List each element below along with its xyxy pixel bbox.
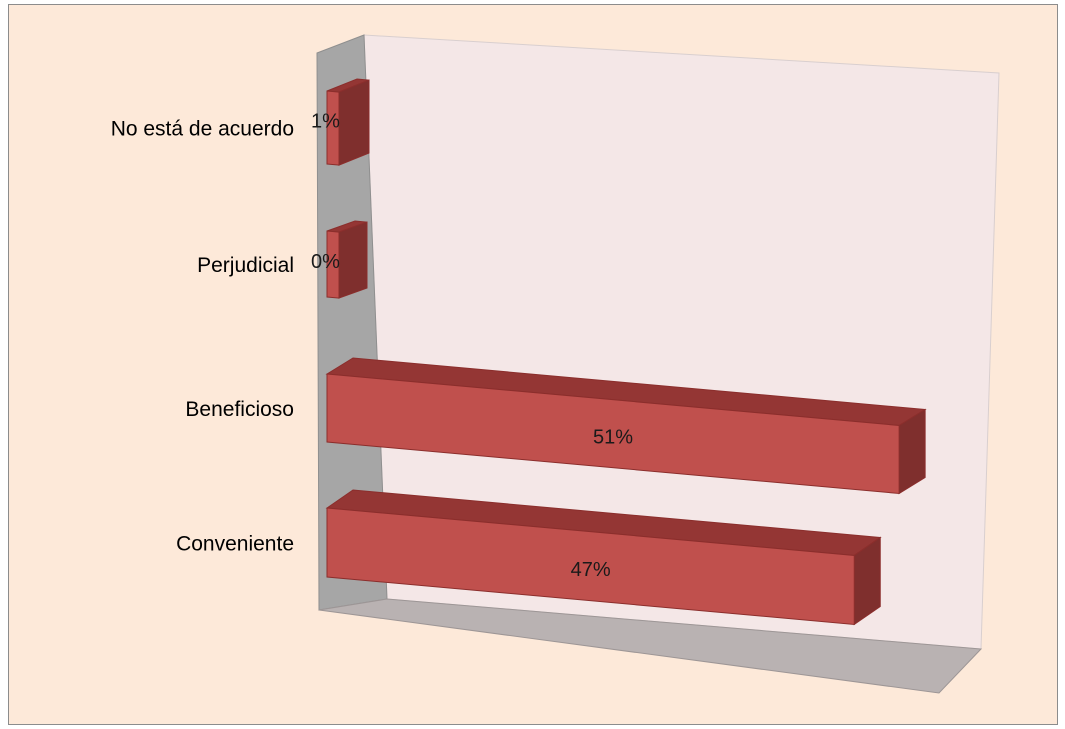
data-labels: 1% 0% 51% 47% bbox=[311, 111, 633, 582]
bar-no-est-de-acuerdo bbox=[326, 78, 370, 166]
bar-perjudicial bbox=[326, 220, 368, 299]
bar-side-face bbox=[338, 79, 370, 166]
data-label: 0% bbox=[311, 251, 340, 273]
data-label: 47% bbox=[571, 559, 611, 581]
chart-area: No está de acuerdo Perjudicial Beneficioso… bbox=[8, 4, 1058, 725]
bar-front-face bbox=[326, 373, 900, 495]
floor bbox=[318, 598, 983, 694]
data-label: 51% bbox=[593, 427, 633, 449]
category-labels: No está de acuerdo Perjudicial Beneficioso… bbox=[111, 118, 294, 556]
category-label: Perjudicial bbox=[197, 254, 294, 277]
bar-front-face bbox=[326, 90, 340, 166]
bar-beneficioso bbox=[325, 357, 927, 495]
category-label: Beneficioso bbox=[185, 398, 294, 421]
bar-side-face bbox=[338, 221, 368, 299]
bar-chart-3d: No está de acuerdo Perjudicial Beneficioso… bbox=[111, 34, 1000, 694]
bar-front-face bbox=[326, 507, 855, 625]
category-label: No está de acuerdo bbox=[111, 118, 294, 141]
data-label: 1% bbox=[311, 111, 340, 133]
bar-conveniente bbox=[325, 489, 882, 626]
category-label: Conveniente bbox=[176, 533, 294, 556]
chart-walls bbox=[316, 34, 1000, 694]
bar-front-face bbox=[326, 230, 340, 299]
bars-group bbox=[325, 78, 927, 626]
